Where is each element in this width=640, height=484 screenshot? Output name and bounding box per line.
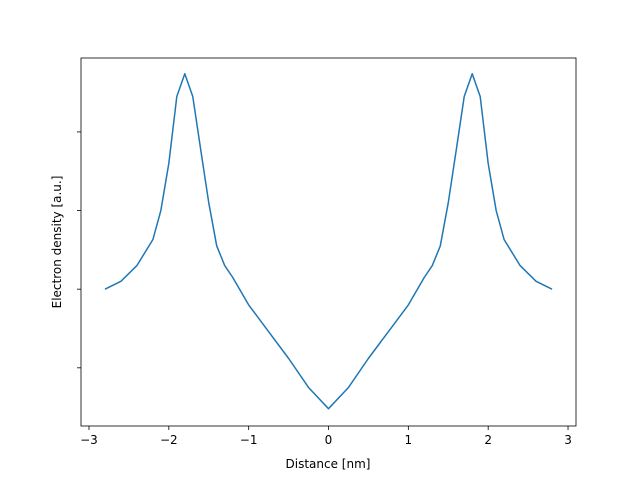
data-line [104, 72, 553, 410]
x-tick-label: −3 [80, 433, 98, 447]
x-tick-label: 1 [405, 433, 413, 447]
x-axis-label: Distance [nm] [286, 457, 371, 471]
y-axis-label: Electron density [a.u.] [50, 176, 64, 309]
plot-frame [80, 57, 577, 427]
x-tick-label: −2 [160, 433, 178, 447]
x-tick-label: 3 [564, 433, 572, 447]
x-tick-label: 0 [325, 433, 333, 447]
x-tick-label: 2 [484, 433, 492, 447]
x-tick-label: −1 [240, 433, 258, 447]
